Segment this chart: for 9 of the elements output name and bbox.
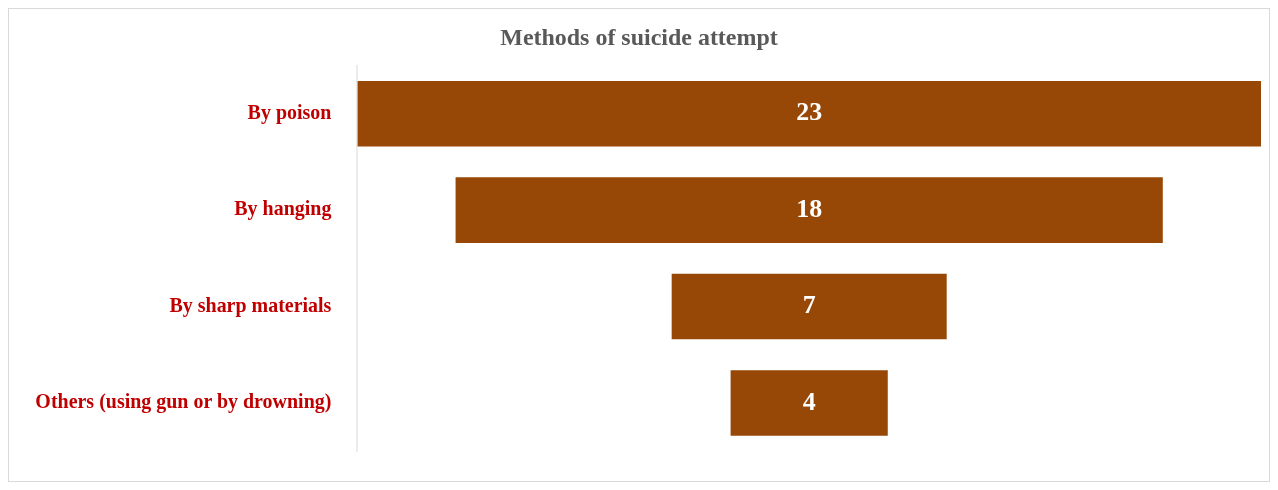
data-label: 7 [802, 290, 816, 320]
text: Methods of suicide attempt [500, 24, 778, 51]
category-label: By sharp materials [169, 293, 332, 317]
category-label: By hanging [234, 197, 332, 221]
category-label: By poison [247, 100, 332, 124]
data-label: 18 [796, 193, 823, 223]
data-label: 23 [796, 97, 823, 127]
data-label: 4 [802, 386, 816, 416]
category-label: Others (using gun or by drowning) [35, 390, 332, 414]
